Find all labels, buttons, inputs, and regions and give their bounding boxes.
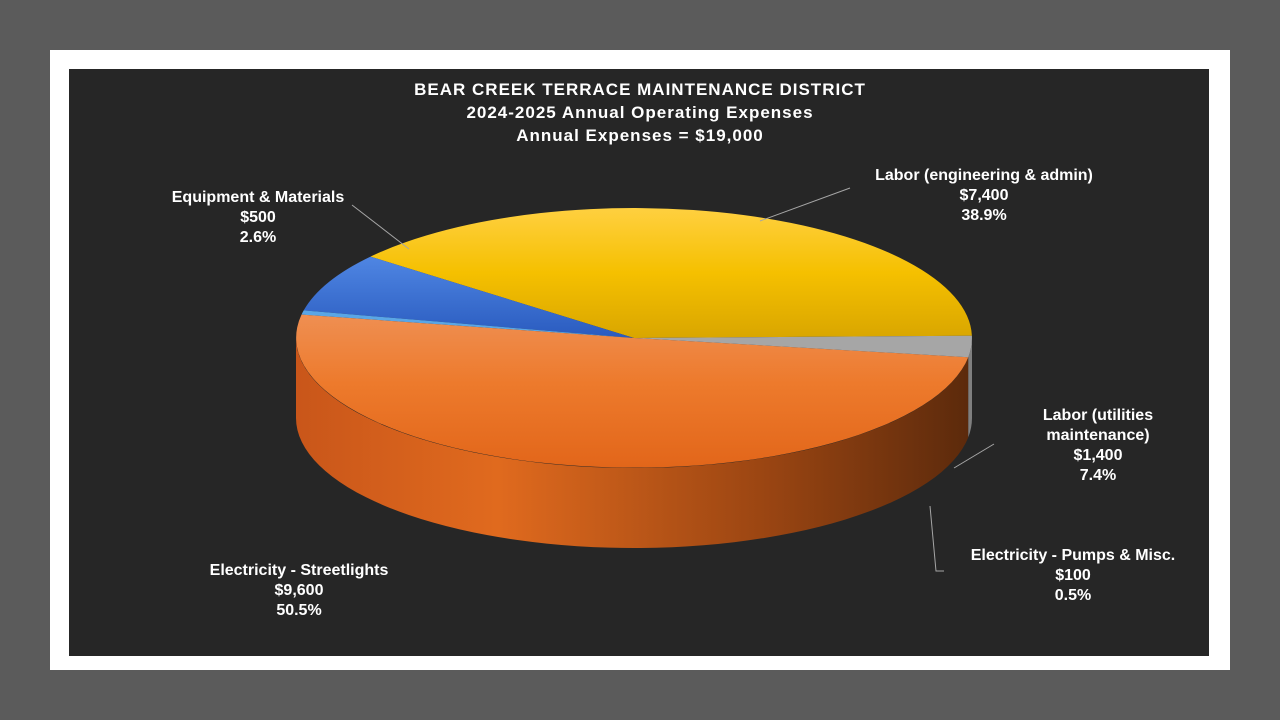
slice-equipment-materials [634,335,972,358]
slice-label-name-line-2: maintenance) [1046,427,1150,444]
slice-label-percent: 2.6% [239,229,277,246]
slice-label-percent: 0.5% [1054,587,1092,604]
slice-label-name: Labor (engineering & admin) [875,167,1093,184]
slice-labor-engineering [370,208,972,338]
slice-label-name: Equipment & Materials [171,189,345,206]
slice-label-equipment-materials: Equipment & Materials $500 2.6% [152,188,364,248]
chart-title: BEAR CREEK TERRACE MAINTENANCE DISTRICT [414,80,866,99]
label-leader-lines [351,187,995,572]
slice-label-electricity-streetlights: Electricity - Streetlights $9,600 50.5% [188,561,410,621]
slice-label-name-line-1: Labor (utilities [1042,407,1154,424]
pie-slice-tops [296,208,972,468]
slice-labor-utilities [303,256,634,338]
slice-electricity-streetlights [296,314,969,468]
slice-label-name: Electricity - Pumps & Misc. [970,547,1176,564]
chart-subtitle: 2024-2025 Annual Operating Expenses [466,103,814,122]
slice-label-percent: 7.4% [1079,467,1117,484]
slice-side-electricity-streetlights [296,338,969,549]
slice-label-value: $7,400 [959,187,1009,204]
leader-line-labor-utilities [953,443,995,469]
slice-label-percent: 38.9% [961,207,1007,224]
slice-label-labor-engineering: Labor (engineering & admin) $7,400 38.9% [856,166,1112,226]
leader-line-equipment-materials [351,204,410,250]
slice-label-value: $100 [1055,567,1091,584]
slice-electricity-pumps [301,310,634,338]
leader-line-labor-engineering [759,187,851,222]
pie-side-walls [296,338,973,549]
slice-label-electricity-pumps: Electricity - Pumps & Misc. $100 0.5% [950,546,1196,606]
chart-total-line: Annual Expenses = $19,000 [516,126,764,145]
slice-label-percent: 50.5% [276,602,322,619]
slice-label-labor-utilities: Labor (utilities maintenance) $1,400 7.4… [1016,406,1180,486]
slice-label-value: $500 [240,209,276,226]
leader-line-electricity-pumps [929,505,944,572]
slice-label-name: Electricity - Streetlights [209,562,389,579]
slice-side-equipment-materials [968,338,973,438]
slice-label-value: $9,600 [274,582,324,599]
slice-label-value: $1,400 [1073,447,1123,464]
